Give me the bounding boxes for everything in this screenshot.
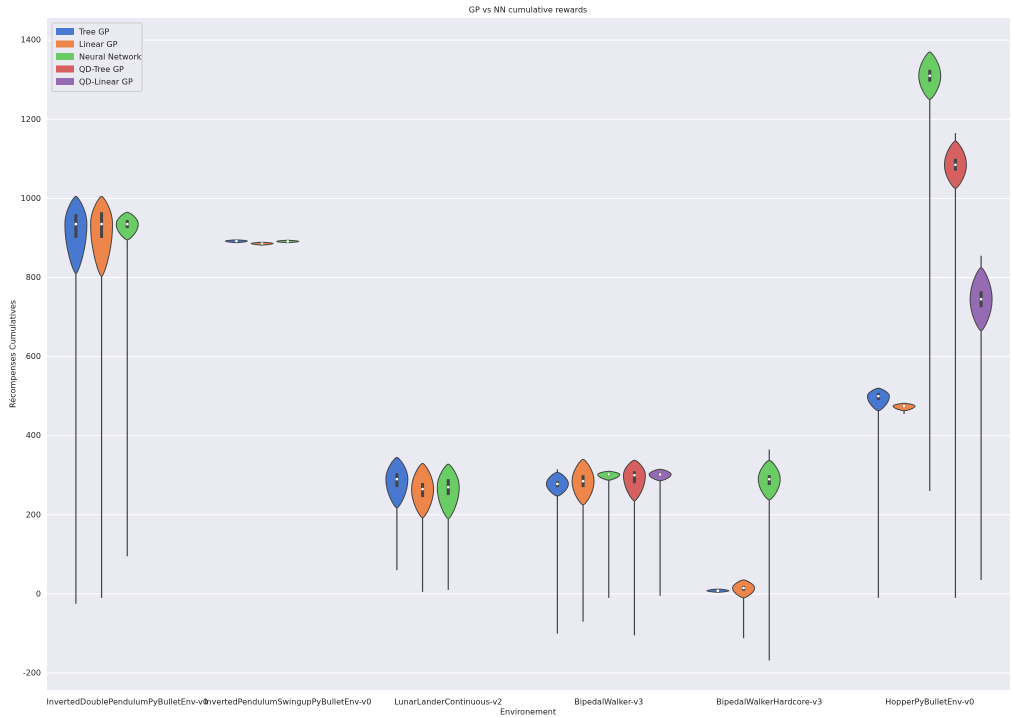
violin-median (633, 473, 636, 477)
x-axis-label: Environement (500, 708, 556, 717)
violin-median (446, 485, 450, 489)
y-tick-label: 1200 (21, 115, 41, 124)
legend-swatch (56, 65, 74, 73)
legend-swatch (56, 53, 74, 60)
legend-label: Neural Network (79, 53, 142, 62)
x-tick-label: BipedalWalker-v3 (574, 698, 643, 707)
violin-median (877, 394, 880, 398)
violin-median (100, 222, 103, 226)
violin-median (979, 297, 983, 301)
marks: InvertedDoublePendulumPyBulletEnv-v0Inve… (47, 51, 993, 707)
y-tick-label: 600 (26, 352, 41, 361)
x-tick-label: BipedalWalkerHardcore-v3 (716, 698, 822, 707)
x-tick-label: HopperPyBulletEnv-v0 (885, 698, 974, 707)
violin-median (658, 473, 662, 476)
violin-median (902, 404, 906, 408)
chart-title: GP vs NN cumulative rewards (469, 6, 587, 15)
violin-median (928, 74, 932, 78)
violin-median (742, 586, 745, 590)
violin-median (74, 222, 78, 226)
legend-swatch (56, 28, 74, 35)
y-tick-label: 400 (26, 431, 41, 440)
plot-area (47, 18, 1010, 690)
legend-box (51, 22, 143, 92)
y-tick-label: 0 (36, 589, 41, 598)
violin-median (395, 477, 399, 481)
legend-swatch (56, 78, 74, 85)
violin-median (716, 589, 720, 593)
violin-median (235, 239, 238, 243)
y-tick-label: 1400 (21, 36, 41, 45)
x-tick-label: InvertedPendulumSwingupPyBulletEnv-v0 (204, 698, 371, 707)
violin-median (954, 163, 957, 167)
y-tick-label: -200 (23, 668, 41, 677)
x-tick-label: InvertedDoublePendulumPyBulletEnv-v0 (47, 698, 208, 707)
violin-median (286, 240, 290, 243)
legend-label: Linear GP (79, 40, 118, 49)
y-tick-label: 800 (26, 273, 41, 282)
violin-median (421, 487, 424, 491)
legend-label: QD-Linear GP (79, 78, 133, 87)
y-tick-label: 200 (26, 510, 41, 519)
legend-swatch (56, 40, 74, 48)
y-axis-label: Récompenses Cumulatives (8, 300, 18, 408)
grid: -200 0 200 400 600 800 1000 1200 1400 (21, 36, 1010, 677)
x-tick-label: LunarLanderContinuous-v2 (394, 698, 502, 707)
violin-median (767, 477, 771, 481)
violin-median (607, 473, 611, 476)
legend-label: Tree GP (78, 28, 109, 37)
legend-label: QD-Tree GP (79, 65, 124, 74)
y-tick-label: 1000 (21, 194, 41, 203)
legend: Tree GP Linear GP Neural Network QD-Tree GP… (51, 22, 143, 92)
violin-median (125, 222, 129, 226)
violin-median (581, 479, 585, 483)
violin-median (556, 482, 559, 486)
violin-median (260, 242, 264, 245)
